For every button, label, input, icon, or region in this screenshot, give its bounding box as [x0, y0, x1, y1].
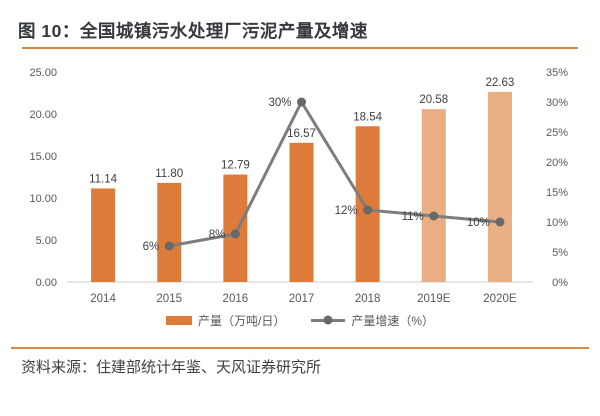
x-axis-label: 2016	[223, 293, 249, 305]
right-axis-tick-label: 35%	[546, 67, 568, 79]
left-axis-tick-label: 0.00	[36, 277, 57, 289]
production-bar	[421, 109, 446, 283]
header-divider	[22, 47, 578, 49]
bar-value-label: 20.58	[419, 94, 448, 106]
chart-legend: 产量（万吨/日） 产量增速（%）	[0, 310, 600, 330]
growth-line	[168, 98, 501, 248]
legend-item-growth: 产量增速（%）	[311, 312, 434, 329]
left-axis-tick-label: 15.00	[29, 151, 57, 163]
line-marker	[363, 205, 373, 215]
production-bar	[91, 188, 116, 282]
bar-value-label: 12.79	[221, 160, 250, 172]
right-axis-tick-label: 5%	[552, 247, 568, 259]
line-marker	[164, 241, 174, 251]
line-swatch-icon	[311, 315, 346, 325]
marker-dot-icon	[323, 315, 333, 325]
bar-line-chart: 0.00 5.00 10.00 15.00 20.00 25.00 0% 5% 10% 15% 20…	[29, 67, 568, 305]
right-axis-tick-label: 10%	[546, 217, 568, 229]
bar-value-label: 11.14	[89, 173, 118, 185]
bar-value-label: 22.63	[486, 77, 515, 89]
bar-value-label: 16.57	[287, 128, 316, 140]
line-marker	[429, 211, 439, 221]
x-axis-label: 2020E	[483, 293, 517, 305]
production-bar	[487, 91, 512, 282]
production-bar	[289, 142, 314, 282]
bar-swatch-icon	[165, 315, 192, 325]
left-axis-tick-label: 5.00	[36, 235, 57, 247]
footer-divider	[11, 347, 589, 349]
x-axis-label: 2019E	[417, 293, 451, 305]
figure-title: 图 10：全国城镇污水处理厂污泥产量及增速	[18, 21, 368, 41]
growth-value-label: 8%	[209, 229, 226, 241]
bar-value-label: 11.80	[155, 168, 183, 180]
legend-label-production: 产量（万吨/日）	[197, 313, 286, 328]
right-axis-tick-label: 30%	[546, 97, 568, 109]
x-axis-label: 2017	[289, 293, 315, 305]
right-axis-tick-label: 15%	[546, 187, 568, 199]
x-axis-label: 2018	[355, 293, 381, 305]
growth-value-label: 30%	[268, 97, 291, 109]
growth-value-label: 6%	[143, 241, 160, 253]
growth-value-label: 10%	[467, 217, 490, 229]
left-axis-tick-label: 10.00	[29, 193, 57, 205]
growth-value-label: 11%	[402, 211, 424, 223]
line-marker	[495, 217, 505, 227]
x-axis-label: 2014	[90, 293, 116, 305]
left-axis-tick-label: 20.00	[29, 109, 57, 121]
source-note: 资料来源：住建部统计年鉴、天风证券研究所	[21, 359, 322, 376]
figure-header: 图 10：全国城镇污水处理厂污泥产量及增速	[0, 0, 600, 49]
right-axis-tick-label: 0%	[552, 277, 568, 289]
legend-item-production: 产量（万吨/日）	[165, 312, 286, 329]
right-axis-tick-label: 25%	[546, 127, 568, 139]
production-bar	[355, 126, 380, 282]
right-axis-tick-label: 20%	[546, 157, 568, 169]
production-bar	[157, 182, 182, 282]
x-axis-label: 2015	[156, 293, 182, 305]
production-bar	[223, 174, 248, 282]
growth-value-label: 12%	[335, 205, 358, 217]
line-marker	[230, 229, 240, 239]
bar-value-label: 18.54	[353, 111, 382, 123]
line-marker	[297, 97, 306, 107]
legend-label-growth: 产量增速（%）	[351, 313, 434, 328]
left-axis-tick-label: 25.00	[29, 67, 57, 79]
